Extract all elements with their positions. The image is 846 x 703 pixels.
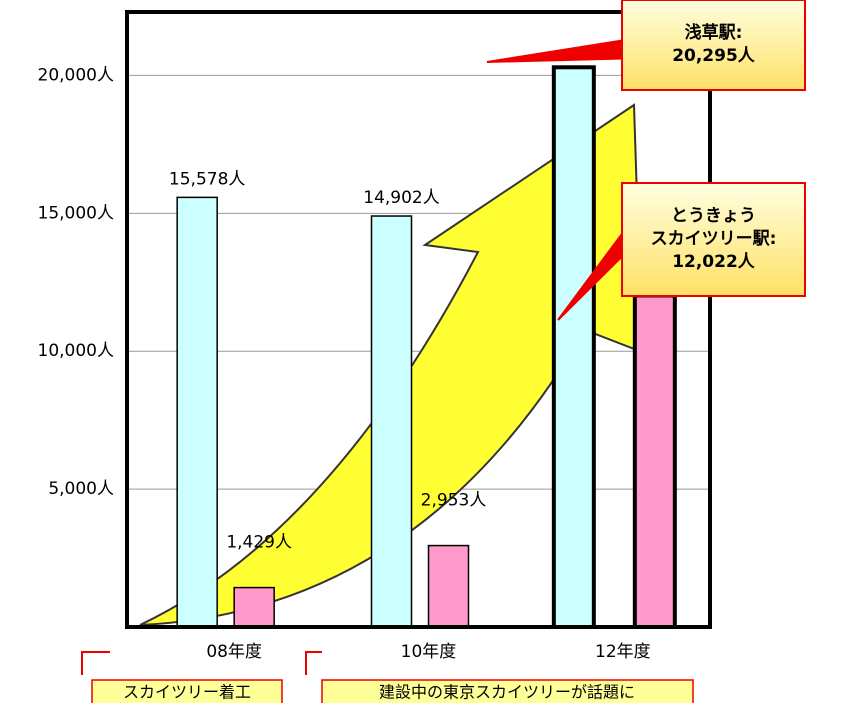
bar <box>632 293 677 629</box>
value-label: 2,953人 <box>421 491 487 511</box>
note: スカイツリー着工 <box>123 683 251 702</box>
value-label: 15,578人 <box>169 169 245 189</box>
x-tick-label: 10年度 <box>401 642 457 662</box>
y-tick-label: 10,000人 <box>38 341 114 361</box>
note-box <box>91 679 283 703</box>
y-tick-label: 20,000人 <box>38 65 114 85</box>
value-label: 20,295人 <box>672 46 755 66</box>
callout-text: 浅草駅: 20,295人 <box>622 0 805 90</box>
callout-box <box>621 0 806 91</box>
bar <box>233 586 275 628</box>
bar <box>427 544 470 628</box>
callout: 浅草駅:20,295人 <box>622 0 805 90</box>
legend-label: 浅草駅: <box>684 23 743 44</box>
callout-box <box>621 182 806 297</box>
bracket <box>305 651 322 675</box>
value-label: 12,022人 <box>672 251 755 272</box>
note: 建設中の東京スカイツリーが話題に <box>379 683 635 702</box>
legend-label: とうきょう スカイツリー駅: <box>650 206 777 250</box>
bar <box>370 215 413 628</box>
note-box <box>321 679 694 703</box>
value-label: 14,902人 <box>363 188 439 208</box>
bracket <box>81 651 110 675</box>
plot-frame <box>125 10 712 629</box>
x-tick-label: 12年度 <box>595 642 651 662</box>
bar <box>176 196 218 628</box>
y-tick-label: 5,000人 <box>48 479 114 499</box>
callout: とうきょう スカイツリー駅:12,022人 <box>622 183 805 296</box>
y-tick-label: 15,000人 <box>38 203 114 223</box>
value-label: 1,429人 <box>226 533 292 553</box>
callout-text: とうきょう スカイツリー駅: 12,022人 <box>622 183 805 296</box>
bar <box>551 65 596 629</box>
x-tick-label: 08年度 <box>206 642 262 662</box>
